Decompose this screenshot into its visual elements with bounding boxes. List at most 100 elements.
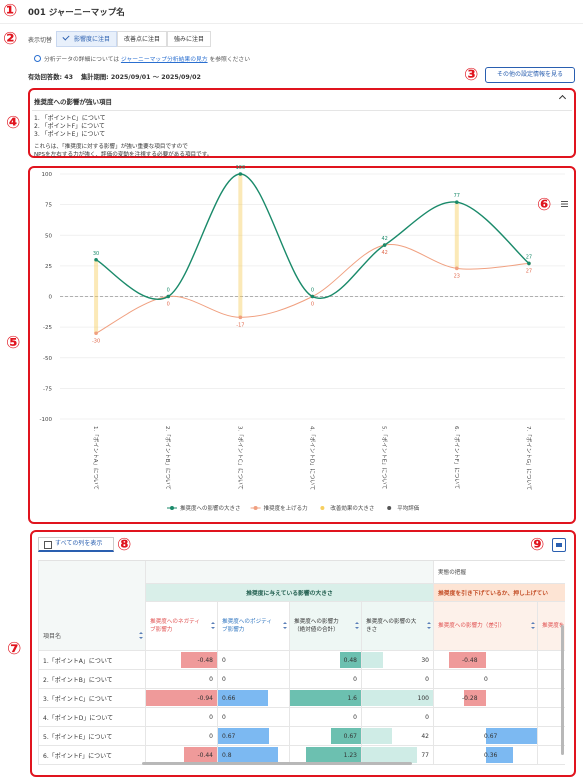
header-row: 項目名 実態の把握 (38, 561, 565, 651)
legend-label[interactable]: 推奨度への影響の大きさ (180, 504, 241, 512)
h-scrollbar[interactable] (142, 762, 412, 765)
cell-text: 0.67 (343, 732, 357, 740)
annotation: ② (3, 29, 18, 49)
info-icon (34, 55, 41, 62)
v-scrollbar[interactable] (561, 625, 564, 755)
data-label: -17 (236, 322, 244, 328)
cell: 0 (217, 707, 290, 727)
data-bar (180, 652, 217, 668)
cell: 0.67 (217, 726, 290, 746)
data-label: 23 (454, 273, 460, 279)
column-header[interactable]: 推奨度へのポジティブ影響力 (217, 601, 290, 651)
legend-label[interactable]: 平均評価 (397, 504, 420, 512)
point (454, 200, 459, 204)
panel-title: 推奨度への影響が強い項目 (34, 98, 112, 106)
data-bar (339, 652, 361, 668)
summary: 有効回答数: 43 集計期間: 2025/09/01 〜 2025/09/02 (28, 72, 209, 81)
data-label: 77 (454, 193, 460, 199)
cell-text: 1.「ポイントA」について (43, 657, 113, 665)
data-bar (485, 747, 514, 763)
point (382, 243, 387, 247)
cell: 0 (217, 669, 290, 689)
cell-text: 0.36 (484, 751, 498, 759)
table-body: 1.「ポイントA」について -0.48 0 0.48 30 -0.48 2.「ポイントB」に… (38, 650, 565, 765)
highlight-box (28, 88, 576, 158)
cell: 0.67 (289, 726, 362, 746)
cell-text: 0 (222, 675, 226, 683)
toggle-option[interactable]: 影響度に注目 (56, 31, 118, 47)
row-name: 1.「ポイントA」について (38, 650, 146, 670)
panel-note: これらは、「推奨度に対する影響」が強い重要な項目ですので (34, 144, 188, 150)
table-row: 3.「ポイントC」について -0.94 0.66 1.6 100 -0.28 (38, 688, 565, 708)
data-bar (306, 747, 361, 763)
cell-text: 3.「ポイントC」について (43, 695, 113, 703)
x-tick-label: 5.「ポイントE」について (381, 426, 388, 490)
data-label: 42 (381, 250, 387, 256)
table-head: 項目名 実態の把握 推奨度に与えている影響の大きさ 推奨度を引き下げているか、押し上げ… (38, 561, 565, 651)
data-bar (183, 747, 217, 763)
highlight-box (28, 166, 576, 524)
table-wrap: 項目名 実態の把握 推奨度に与えている影響の大きさ 推奨度を引き下げているか、押し上げ… (38, 560, 565, 765)
toggle-option[interactable]: 改善点に注目 (117, 31, 168, 47)
highlight-box (30, 530, 576, 777)
data-bar (331, 728, 361, 744)
cell: 0.66 (217, 688, 290, 708)
legend-label[interactable]: 推奨度を上げる力 (264, 504, 308, 512)
print-button[interactable] (552, 538, 566, 552)
header-blank (145, 561, 434, 584)
y-tick-label: -50 (43, 356, 52, 362)
cell-text: -0.48 (462, 656, 478, 664)
cell: 1.6 (289, 688, 362, 708)
cell (536, 764, 565, 765)
data-label: 27 (526, 268, 532, 274)
row-name: 3.「ポイントC」について (38, 688, 146, 708)
data-bar (218, 747, 279, 763)
column-header[interactable]: 推奨度を (536, 601, 565, 651)
settings-button[interactable]: その他の設定情報を見る (485, 67, 575, 83)
header-row: 推奨度へのネガティブ影響力 推奨度へのポジティブ影響力 推奨度への影響力（絶対値の合… (39, 601, 565, 651)
y-tick-label: 50 (45, 233, 52, 239)
toggle-option[interactable]: 強みに注目 (167, 31, 212, 47)
legend-marker (170, 506, 174, 510)
cell-text: 0.48 (343, 656, 357, 664)
cell: -0.48 (433, 650, 538, 670)
cell-text: 0.67 (222, 732, 236, 740)
info-link[interactable]: ジャーニーマップ分析結果の見方 (120, 57, 208, 63)
column-header[interactable]: 推奨度への影響力（絶対値の合計） (289, 601, 362, 651)
point (527, 261, 531, 266)
data-bar (218, 728, 269, 744)
improvement-bar (238, 174, 243, 318)
column-header[interactable]: 推奨度への影響力（差引） (433, 601, 538, 651)
cell-text: -0.48 (197, 656, 213, 664)
legend-label[interactable]: 改善効果の大きさ (330, 504, 374, 512)
show-all-checkbox[interactable]: すべての列を表示 (38, 537, 114, 552)
chart-menu[interactable] (561, 201, 568, 203)
divider (0, 23, 583, 24)
column-header[interactable]: 項目名 (38, 561, 146, 651)
y-tick-label: -75 (43, 386, 52, 392)
cell: 0.8 (217, 745, 290, 765)
x-tick-label: 1.「ポイントA」について (92, 426, 99, 490)
point (310, 294, 315, 299)
cell-text: -0.44 (197, 751, 213, 759)
x-tick-label: 3.「ポイントC」について (236, 426, 243, 490)
column-header[interactable]: 推奨度へのネガティブ影響力 (145, 601, 218, 651)
cell: 0 (433, 669, 538, 689)
cell: 0.48 (289, 650, 362, 670)
period: 集計期間: 2025/09/01 〜 2025/09/02 (80, 74, 201, 81)
annotation: ⑤ (6, 333, 21, 353)
cell: 0 (145, 707, 218, 727)
cell: 0.67 (433, 726, 538, 746)
data-bar (362, 747, 417, 763)
cell: 42 (361, 726, 434, 746)
row-name: 7.「ポイントG」について (38, 764, 146, 765)
y-tick-label: 25 (45, 264, 52, 270)
cell-text: 100 (417, 694, 429, 702)
cell: -0.94 (145, 688, 218, 708)
x-tick-label: 4.「ポイントD」について (309, 426, 316, 490)
y-tick-label: 100 (42, 172, 53, 178)
table-row: 2.「ポイントB」について 0 0 0 0 0 (38, 669, 565, 689)
cell: 0.43 (433, 764, 538, 765)
column-header[interactable]: 推奨度への影響の大きさ (361, 601, 434, 651)
